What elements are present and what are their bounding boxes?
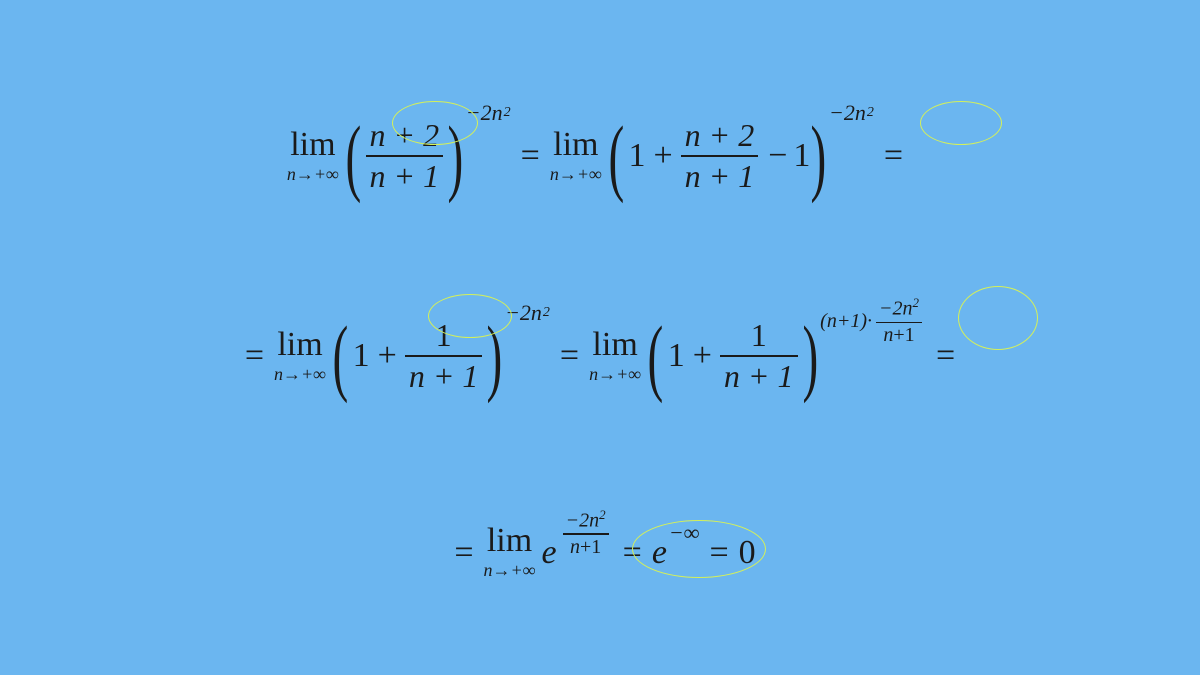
equals-sign: =	[521, 137, 540, 175]
math-canvas: lim n→+∞ ( n + 2 n + 1 ) −2n2 =	[0, 0, 1200, 675]
lim-subscript: n→+∞	[287, 164, 339, 185]
e-neg-inf: e	[652, 534, 667, 572]
equation-line-2: = lim n→+∞ ( 1 + 1 n + 1 )	[0, 318, 1200, 394]
lim-text: lim	[290, 128, 335, 162]
left-paren: (	[345, 122, 361, 191]
equation-line-3: = lim n→+∞ e −2n2 n+1 = e −∞	[0, 524, 1200, 581]
one-text: 1	[628, 137, 645, 175]
limit-operator: lim n→+∞	[287, 128, 339, 185]
limit-operator: lim n→+∞	[274, 328, 326, 385]
e-symbol: e	[542, 534, 557, 572]
limit-operator: lim n→+∞	[484, 524, 536, 581]
exponent-neg-inf: −∞	[669, 520, 700, 546]
fraction-n2-n1: n + 2 n + 1	[366, 118, 444, 194]
exponent-frac: −2n2 n+1	[559, 508, 613, 558]
fraction-1-n1: 1 n + 1	[720, 318, 798, 394]
exponent-neg2n2: −2n2	[466, 100, 511, 126]
right-paren: )	[448, 122, 464, 191]
fraction-1-n1: 1 n + 1	[405, 318, 483, 394]
exponent-neg2n2: −2n2	[505, 300, 550, 326]
limit-operator: lim n→+∞	[589, 328, 641, 385]
zero-result: 0	[739, 534, 756, 572]
exponent-compound: (n+1)· −2n2 n+1	[820, 296, 926, 346]
limit-operator: lim n→+∞	[550, 128, 602, 185]
equation-line-1: lim n→+∞ ( n + 2 n + 1 ) −2n2 =	[0, 118, 1200, 194]
exponent-neg2n2: −2n2	[829, 100, 874, 126]
fraction-n2-n1: n + 2 n + 1	[681, 118, 759, 194]
fraction-exp-neg2n2-n1: −2n2 n+1	[876, 296, 922, 346]
